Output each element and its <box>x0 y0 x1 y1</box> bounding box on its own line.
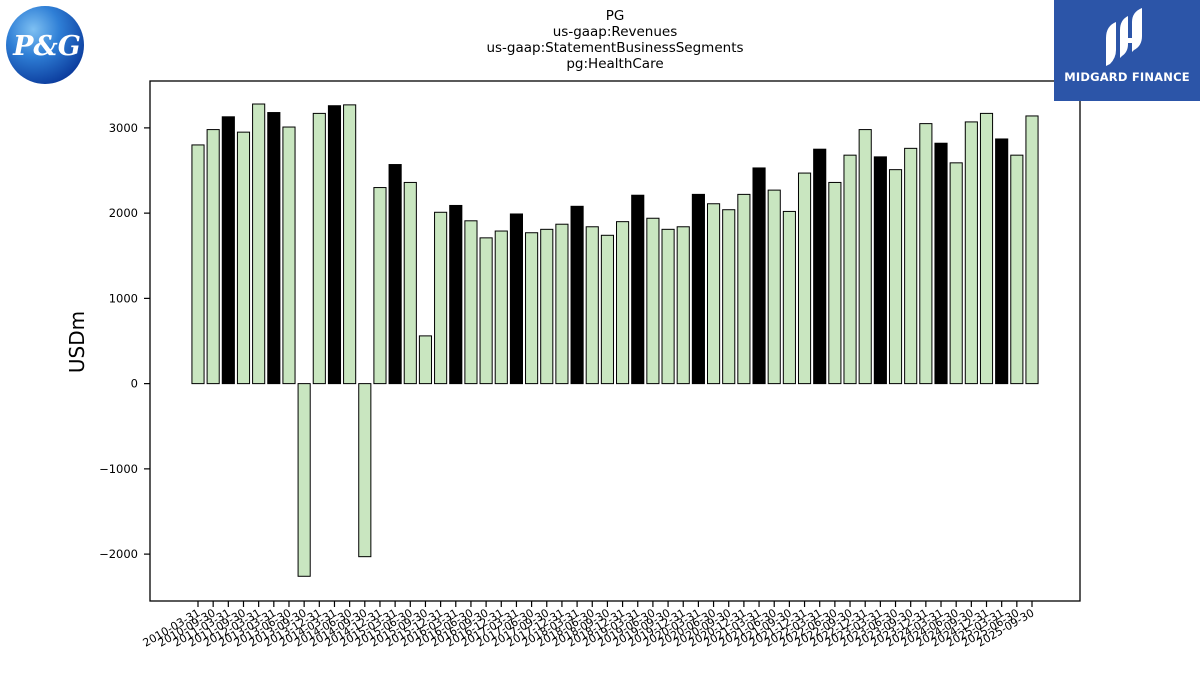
midgard-finance-logo: MIDGARD FINANCE <box>1054 0 1200 101</box>
y-tick-label: 3000 <box>109 121 138 135</box>
bar <box>767 189 781 385</box>
bar <box>995 138 1009 385</box>
bar <box>691 193 705 385</box>
bar <box>373 187 387 385</box>
bar <box>297 383 311 577</box>
bar <box>206 129 220 385</box>
bar <box>676 226 690 385</box>
bar <box>919 123 933 385</box>
bar <box>600 234 614 385</box>
chart-title-line: us-gaap:StatementBusinessSegments <box>486 40 743 56</box>
bar <box>434 211 448 385</box>
midgard-finance-text: MIDGARD FINANCE <box>1064 70 1190 84</box>
bar <box>418 335 433 385</box>
bar <box>904 147 918 385</box>
bar <box>327 105 342 385</box>
bar <box>858 129 872 385</box>
midgard-mark-icon <box>1106 8 1142 66</box>
bar <box>555 223 569 385</box>
y-tick-label: 1000 <box>109 291 138 305</box>
bar <box>934 142 948 385</box>
plot-frame <box>149 80 1081 602</box>
bar <box>1010 154 1024 385</box>
chart-title-line: us-gaap:Revenues <box>553 24 678 40</box>
bars-group <box>191 103 1039 577</box>
bar <box>616 221 630 385</box>
bar <box>843 154 857 385</box>
bar <box>949 162 963 385</box>
bar <box>479 237 493 385</box>
bar <box>267 112 281 385</box>
bar <box>494 230 508 385</box>
bar <box>782 210 796 385</box>
bar <box>358 383 372 558</box>
bar <box>752 167 766 385</box>
bar <box>388 164 402 385</box>
bar <box>797 172 812 385</box>
y-tick-label: 0 <box>131 377 138 391</box>
bar <box>585 226 599 385</box>
bar <box>282 126 296 385</box>
bar <box>540 228 554 385</box>
bar <box>706 203 721 385</box>
bar <box>525 232 539 385</box>
chart-title-line: pg:HealthCare <box>566 56 663 72</box>
chart-title-line: PG <box>606 8 625 24</box>
y-axis-label: USDm <box>65 311 89 373</box>
bar <box>888 169 903 385</box>
bar <box>964 121 978 385</box>
pg-logo-text: P&G <box>12 31 81 62</box>
bar <box>631 194 645 385</box>
x-axis: 2010-03-312010-09-302011-03-312011-09-30… <box>141 601 1037 650</box>
bar <box>343 104 357 385</box>
bar <box>312 112 326 385</box>
bar <box>236 131 251 385</box>
y-tick-label: −1000 <box>99 462 138 476</box>
bar <box>828 181 842 385</box>
bar <box>873 156 887 385</box>
bar <box>449 204 463 385</box>
bar <box>1025 115 1039 385</box>
bar <box>221 116 235 385</box>
chart-title: PGus-gaap:Revenuesus-gaap:StatementBusin… <box>486 8 743 72</box>
pg-logo: P&G <box>5 5 85 85</box>
bar <box>403 181 417 385</box>
bar <box>722 209 736 385</box>
bar <box>252 103 266 385</box>
bar <box>979 112 994 385</box>
bar <box>570 205 584 385</box>
y-axis: −2000 −1000 0 1000 2000 3000 <box>99 121 150 561</box>
y-tick-label: 2000 <box>109 206 138 220</box>
bar <box>661 228 675 385</box>
bar <box>509 213 524 385</box>
bar <box>737 193 751 385</box>
bar <box>646 217 660 385</box>
bar <box>191 144 205 385</box>
y-tick-label: −2000 <box>99 547 138 561</box>
bar <box>813 148 827 385</box>
bar <box>464 220 478 385</box>
